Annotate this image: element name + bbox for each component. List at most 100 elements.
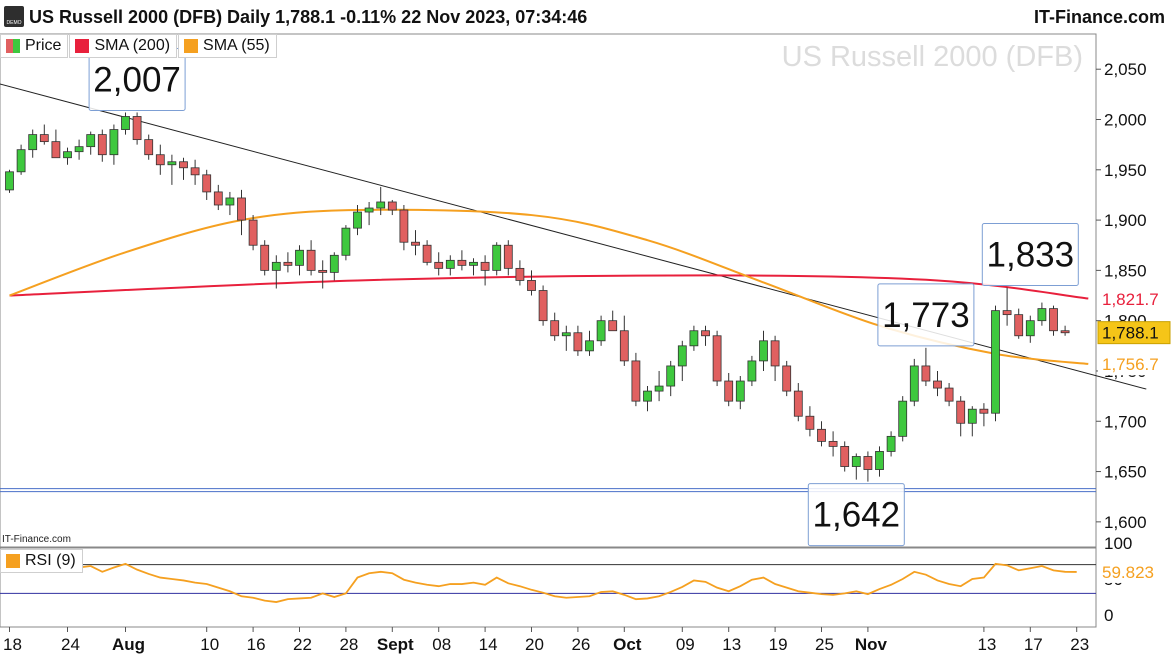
candle-body: [248, 219, 258, 246]
legend-label-sma200: SMA (200): [94, 37, 171, 54]
candle: [469, 258, 478, 276]
rsi-y-tick-label: 0: [1104, 606, 1113, 625]
candle: [97, 129, 107, 162]
candle-body: [364, 207, 374, 213]
candle-body: [1049, 308, 1058, 332]
candle-body: [735, 380, 745, 402]
candle: [399, 205, 409, 251]
candle: [527, 270, 536, 296]
candle: [28, 129, 38, 158]
candle-body: [457, 259, 467, 266]
candle-body: [689, 330, 699, 347]
candle: [944, 383, 954, 407]
sma55-swatch-icon: [184, 39, 199, 53]
candle-body: [793, 390, 803, 417]
legend: Price SMA (200) SMA (55): [0, 34, 278, 58]
candle: [735, 376, 745, 410]
candle: [1037, 302, 1047, 326]
candle: [86, 131, 96, 155]
candle: [770, 335, 780, 382]
rsi-last-value-label: 59.823: [1102, 563, 1154, 582]
candle: [329, 252, 339, 281]
chart-watermark: US Russell 2000 (DFB): [781, 41, 1083, 73]
candle-body: [329, 254, 339, 273]
candle-body: [909, 365, 919, 402]
candle: [237, 189, 246, 236]
x-tick-label: 24: [61, 635, 80, 654]
x-tick-label: Nov: [855, 635, 888, 654]
x-tick-label: Aug: [112, 635, 145, 654]
y-tick-label: 1,700: [1104, 412, 1147, 431]
x-tick-label: 26: [571, 635, 590, 654]
candle-body: [74, 146, 84, 153]
candle: [677, 340, 687, 382]
candle-body: [353, 211, 362, 229]
candle: [283, 252, 293, 273]
legend-item-rsi[interactable]: RSI (9): [0, 549, 83, 573]
candle: [863, 451, 873, 482]
rsi-legend: RSI (9): [0, 549, 84, 573]
legend-item-price[interactable]: Price: [0, 34, 69, 58]
candle-body: [527, 280, 536, 291]
chart-header: US Russell 2000 (DFB) Daily 1,788.1 -0.1…: [0, 0, 1173, 34]
candle-body: [28, 134, 38, 151]
candle: [573, 325, 583, 356]
sma200-line: [9, 274, 1089, 300]
candle: [967, 406, 977, 437]
candle: [213, 184, 223, 211]
candle-body: [585, 340, 594, 352]
price-swatch-icon: [6, 39, 20, 53]
candle-body: [225, 197, 235, 206]
candle: [1049, 305, 1058, 336]
callout-label: 1,773: [882, 296, 970, 335]
candle: [51, 129, 61, 159]
candle: [712, 330, 722, 387]
candle: [16, 144, 26, 175]
candle-body: [213, 191, 223, 206]
candle-body: [747, 360, 757, 382]
rsi-line: [9, 560, 1077, 603]
candle: [747, 355, 757, 387]
x-tick-label: Oct: [613, 635, 642, 654]
candle: [886, 431, 896, 457]
legend-item-sma55[interactable]: SMA (55): [178, 34, 277, 58]
candle-body: [190, 167, 200, 176]
candle-body: [86, 134, 96, 148]
candle-body: [619, 330, 629, 362]
candle-body: [608, 320, 618, 332]
candle: [643, 386, 652, 412]
x-tick-label: 13: [977, 635, 996, 654]
candle-body: [5, 171, 14, 191]
candle: [1014, 308, 1024, 339]
candle-body: [503, 244, 513, 269]
candle: [480, 255, 490, 286]
y-tick-label: 2,050: [1104, 60, 1147, 79]
candle-body: [991, 310, 1000, 414]
legend-item-sma200[interactable]: SMA (200): [69, 34, 178, 58]
y-tick-label: 1,900: [1104, 211, 1147, 230]
candle: [306, 240, 316, 276]
candle-body: [492, 244, 502, 271]
candle: [851, 453, 861, 480]
candle: [933, 370, 942, 397]
candle-body: [306, 249, 316, 271]
x-tick-label: 18: [3, 635, 22, 654]
last-value-box: [1098, 353, 1170, 376]
candle: [793, 383, 803, 422]
candle: [619, 315, 629, 366]
candle: [121, 112, 130, 135]
rsi-swatch-icon: [6, 554, 20, 568]
candle-body: [469, 261, 478, 266]
x-tick-label: 17: [1024, 635, 1043, 654]
candle: [538, 285, 548, 326]
candle: [260, 240, 270, 276]
candle-body: [550, 320, 560, 337]
candle-body: [376, 201, 386, 209]
candle-body: [341, 227, 351, 256]
x-tick-label: 08: [432, 635, 451, 654]
candle: [631, 352, 641, 407]
candle: [561, 325, 571, 351]
candle-body: [596, 320, 606, 342]
candle-body: [445, 259, 455, 269]
candle-body: [39, 134, 49, 143]
